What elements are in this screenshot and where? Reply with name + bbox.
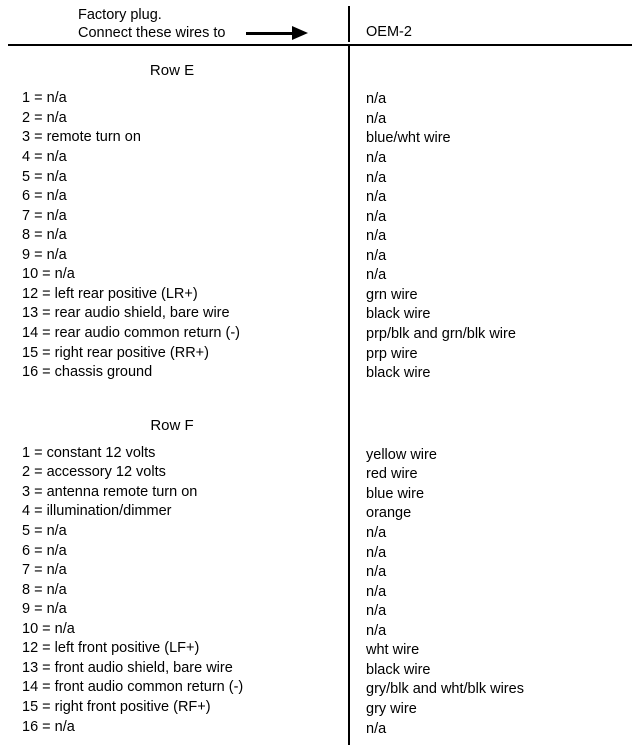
wiring-row-right: n/a bbox=[366, 602, 626, 622]
wiring-row-right: n/a bbox=[366, 169, 626, 189]
wiring-row-left: 12 = left front positive (LF+) bbox=[22, 639, 342, 659]
wiring-row-left: 5 = n/a bbox=[22, 168, 342, 188]
wiring-row-right: black wire bbox=[366, 364, 626, 384]
wiring-row-right: n/a bbox=[366, 149, 626, 169]
column-left: Row E1 = n/a2 = n/a3 = remote turn on4 =… bbox=[8, 46, 348, 745]
wiring-row-left: 13 = front audio shield, bare wire bbox=[22, 659, 342, 679]
wiring-row-left: 5 = n/a bbox=[22, 522, 342, 542]
wiring-row-left: 4 = illumination/dimmer bbox=[22, 502, 342, 522]
wiring-row-right: n/a bbox=[366, 208, 626, 228]
wiring-row-left: 13 = rear audio shield, bare wire bbox=[22, 304, 342, 324]
header-line-1: Factory plug. bbox=[78, 6, 348, 24]
wiring-row-left: 2 = n/a bbox=[22, 109, 342, 129]
wiring-row-right: red wire bbox=[366, 465, 626, 485]
wiring-row-right: black wire bbox=[366, 661, 626, 681]
wiring-row-right: prp/blk and grn/blk wire bbox=[366, 325, 626, 345]
column-right: n/an/ablue/wht wiren/an/an/an/an/an/an/a… bbox=[348, 46, 632, 745]
arrow-right-icon bbox=[246, 27, 310, 39]
wiring-row-left: 16 = chassis ground bbox=[22, 363, 342, 383]
wiring-row-right: n/a bbox=[366, 563, 626, 583]
wiring-row-right: n/a bbox=[366, 266, 626, 286]
wiring-row-left: 6 = n/a bbox=[22, 187, 342, 207]
header-right: OEM-2 bbox=[348, 6, 632, 42]
title-spacer bbox=[366, 54, 626, 90]
wiring-row-left: 8 = n/a bbox=[22, 581, 342, 601]
wiring-row-right: n/a bbox=[366, 720, 626, 740]
wiring-row-left: 15 = right front positive (RF+) bbox=[22, 698, 342, 718]
wiring-row-right: wht wire bbox=[366, 641, 626, 661]
wiring-row-right: gry wire bbox=[366, 700, 626, 720]
wiring-row-right: n/a bbox=[366, 227, 626, 247]
header-line-2-text: Connect these wires to bbox=[78, 24, 226, 42]
header-left: Factory plug. Connect these wires to bbox=[8, 6, 348, 42]
wiring-row-left: 3 = antenna remote turn on bbox=[22, 483, 342, 503]
wiring-row-left: 7 = n/a bbox=[22, 207, 342, 227]
wiring-row-right: prp wire bbox=[366, 345, 626, 365]
wiring-row-left: 6 = n/a bbox=[22, 542, 342, 562]
table-header: Factory plug. Connect these wires to OEM… bbox=[8, 6, 632, 46]
wiring-row-right: gry/blk and wht/blk wires bbox=[366, 680, 626, 700]
wiring-row-right: n/a bbox=[366, 524, 626, 544]
wiring-row-right: n/a bbox=[366, 90, 626, 110]
wiring-row-left: 9 = n/a bbox=[22, 246, 342, 266]
wiring-row-right: yellow wire bbox=[366, 446, 626, 466]
wiring-row-left: 14 = front audio common return (-) bbox=[22, 678, 342, 698]
header-right-label: OEM-2 bbox=[366, 24, 412, 40]
wiring-row-right: n/a bbox=[366, 247, 626, 267]
wiring-row-left: 2 = accessory 12 volts bbox=[22, 463, 342, 483]
wiring-row-left: 15 = right rear positive (RR+) bbox=[22, 344, 342, 364]
wiring-row-right: n/a bbox=[366, 583, 626, 603]
wiring-row-right: blue/wht wire bbox=[366, 129, 626, 149]
wiring-row-left: 14 = rear audio common return (-) bbox=[22, 324, 342, 344]
header-line-2: Connect these wires to bbox=[78, 24, 348, 42]
wiring-row-right: blue wire bbox=[366, 485, 626, 505]
wiring-row-right: orange bbox=[366, 504, 626, 524]
wiring-row-right: n/a bbox=[366, 544, 626, 564]
wiring-row-right: black wire bbox=[366, 305, 626, 325]
wiring-row-left: 10 = n/a bbox=[22, 265, 342, 285]
wiring-row-right: n/a bbox=[366, 622, 626, 642]
wiring-row-left: 10 = n/a bbox=[22, 620, 342, 640]
section-title: Row E bbox=[22, 62, 342, 79]
wiring-row-left: 9 = n/a bbox=[22, 600, 342, 620]
wiring-row-right: grn wire bbox=[366, 286, 626, 306]
wiring-row-left: 8 = n/a bbox=[22, 226, 342, 246]
wiring-row-left: 3 = remote turn on bbox=[22, 128, 342, 148]
title-spacer bbox=[366, 410, 626, 446]
wiring-row-left: 16 = n/a bbox=[22, 718, 342, 738]
wiring-row-left: 1 = constant 12 volts bbox=[22, 444, 342, 464]
wiring-row-right: n/a bbox=[366, 188, 626, 208]
wiring-row-left: 4 = n/a bbox=[22, 148, 342, 168]
wiring-row-left: 7 = n/a bbox=[22, 561, 342, 581]
wiring-row-left: 12 = left rear positive (LR+) bbox=[22, 285, 342, 305]
table-body: Row E1 = n/a2 = n/a3 = remote turn on4 =… bbox=[8, 46, 632, 745]
wiring-row-left: 1 = n/a bbox=[22, 89, 342, 109]
section-title: Row F bbox=[22, 417, 342, 434]
wiring-row-right: n/a bbox=[366, 110, 626, 130]
